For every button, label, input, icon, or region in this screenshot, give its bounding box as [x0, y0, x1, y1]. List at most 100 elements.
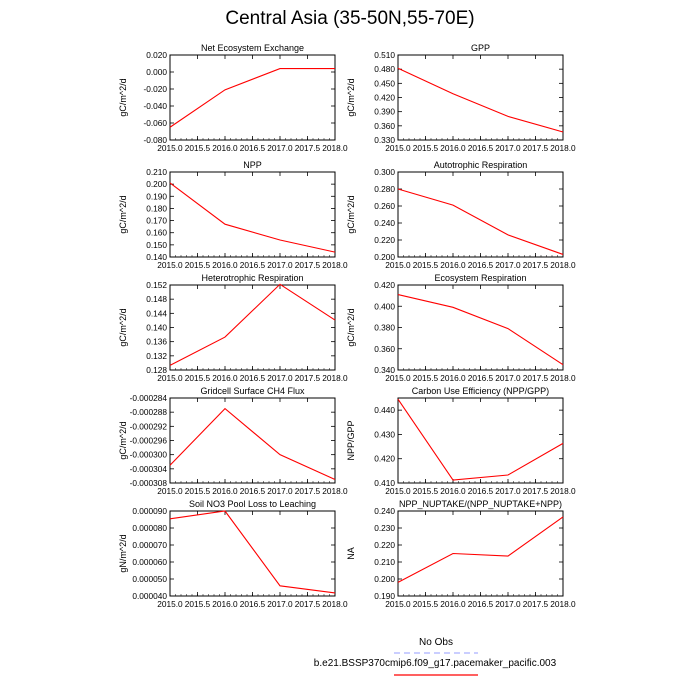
y-tick-label: 0.160: [146, 228, 167, 238]
x-tick-label: 2018.0: [322, 599, 348, 609]
y-axis-label: gC/m^2/d: [346, 195, 356, 233]
x-tick-label: 2016.5: [240, 486, 266, 496]
y-tick-label: 0.240: [374, 506, 395, 516]
x-tick-label: 2016.0: [212, 373, 238, 383]
x-tick-label: 2015.5: [413, 486, 439, 496]
plot-frame: [397, 171, 564, 258]
y-tick-label: 0.440: [374, 405, 395, 415]
x-tick-label: 2015.0: [157, 260, 183, 270]
x-tick-label: 2015.5: [413, 373, 439, 383]
x-tick-label: 2018.0: [550, 260, 576, 270]
series-line: [397, 516, 564, 583]
panel-title: NPP_NUPTAKE/(NPP_NUPTAKE+NPP): [399, 499, 562, 509]
x-tick-label: 2018.0: [550, 486, 576, 496]
y-tick-label: 0.020: [146, 50, 167, 60]
x-tick-label: 2015.0: [157, 486, 183, 496]
y-tick-label: 0.140: [146, 252, 167, 262]
x-tick-label: 2017.5: [523, 373, 549, 383]
plot-frame: [169, 171, 336, 258]
chart-panel: Autotrophic Respiration gC/m^2/d 2015.0 201…: [346, 160, 576, 270]
x-tick-label: 2016.5: [240, 143, 266, 153]
y-tick-label: 0.230: [374, 523, 395, 533]
x-tick-label: 2016.5: [468, 373, 494, 383]
x-tick-label: 2015.0: [385, 260, 411, 270]
y-axis-label: gC/m^2/d: [346, 308, 356, 346]
chart-panel: Net Ecosystem Exchange gC/m^2/d 2015.0 2015…: [118, 43, 348, 153]
series-line: [397, 294, 564, 366]
panel-title: Carbon Use Efficiency (NPP/GPP): [412, 386, 549, 396]
y-tick-label: 0.140: [146, 323, 167, 333]
y-tick-label: 0.330: [374, 135, 395, 145]
y-tick-label: 0.000060: [132, 557, 167, 567]
y-tick-label: 0.240: [374, 218, 395, 228]
x-tick-label: 2017.5: [295, 486, 321, 496]
y-tick-label: 0.410: [374, 478, 395, 488]
y-tick-label: 0.000040: [132, 591, 167, 601]
panel-title: Gridcell Surface CH4 Flux: [200, 386, 305, 396]
y-tick-label: 0.420: [374, 280, 395, 290]
x-tick-label: 2017.5: [295, 260, 321, 270]
x-tick-label: 2016.0: [440, 260, 466, 270]
y-tick-label: 0.300: [374, 167, 395, 177]
y-axis-label: gN/m^2/d: [118, 534, 128, 572]
y-tick-label: 0.220: [374, 540, 395, 550]
x-tick-label: 2016.0: [440, 143, 466, 153]
x-tick-label: 2017.0: [267, 143, 293, 153]
x-tick-label: 2016.5: [240, 260, 266, 270]
plot-frame: [169, 510, 336, 597]
y-tick-label: 0.000070: [132, 540, 167, 550]
x-tick-label: 2017.0: [495, 143, 521, 153]
plot-frame: [169, 284, 336, 371]
y-tick-label: 0.220: [374, 235, 395, 245]
y-tick-label: 0.420: [374, 454, 395, 464]
plot-frame: [397, 284, 564, 371]
x-tick-label: 2015.5: [185, 260, 211, 270]
y-tick-label: 0.200: [146, 179, 167, 189]
y-tick-label: 0.510: [374, 50, 395, 60]
panel-title: Soil NO3 Pool Loss to Leaching: [189, 499, 316, 509]
plot-frame: [169, 54, 336, 141]
y-tick-label: 0.420: [374, 93, 395, 103]
x-tick-label: 2018.0: [322, 260, 348, 270]
x-tick-label: 2015.5: [185, 599, 211, 609]
x-tick-label: 2017.5: [295, 373, 321, 383]
y-tick-label: 0.450: [374, 78, 395, 88]
x-tick-label: 2018.0: [550, 373, 576, 383]
plot-frame: [397, 510, 564, 597]
x-tick-label: 2017.5: [295, 599, 321, 609]
x-tick-label: 2015.0: [385, 373, 411, 383]
panel-title: Autotrophic Respiration: [434, 160, 528, 170]
x-tick-label: 2018.0: [322, 143, 348, 153]
y-tick-label: 0.170: [146, 216, 167, 226]
y-tick-label: 0.148: [146, 294, 167, 304]
x-tick-label: 2017.0: [267, 486, 293, 496]
x-tick-label: 2016.0: [440, 486, 466, 496]
y-tick-label: 0.260: [374, 201, 395, 211]
y-axis-label: gC/m^2/d: [118, 308, 128, 346]
x-tick-label: 2015.5: [185, 373, 211, 383]
x-tick-label: 2016.0: [212, 260, 238, 270]
y-tick-label: 0.136: [146, 337, 167, 347]
y-tick-label: 0.360: [374, 121, 395, 131]
y-tick-label: 0.000: [146, 67, 167, 77]
chart-panel: Carbon Use Efficiency (NPP/GPP) NPP/GPP 20…: [346, 386, 576, 496]
y-tick-label: 0.000090: [132, 506, 167, 516]
y-tick-label: 0.000050: [132, 574, 167, 584]
panel-title: Net Ecosystem Exchange: [201, 43, 304, 53]
y-axis-label: gC/m^2/d: [118, 421, 128, 459]
x-tick-label: 2017.0: [267, 373, 293, 383]
x-tick-label: 2017.5: [523, 486, 549, 496]
y-tick-label: -0.000296: [130, 436, 168, 446]
panel-title: Ecosystem Respiration: [434, 273, 526, 283]
y-axis-label: gC/m^2/d: [118, 195, 128, 233]
y-axis-label: NA: [346, 547, 356, 560]
x-tick-label: 2016.5: [468, 143, 494, 153]
x-tick-label: 2015.5: [185, 486, 211, 496]
y-tick-label: 0.480: [374, 64, 395, 74]
x-tick-label: 2017.5: [523, 143, 549, 153]
y-tick-label: 0.180: [146, 203, 167, 213]
